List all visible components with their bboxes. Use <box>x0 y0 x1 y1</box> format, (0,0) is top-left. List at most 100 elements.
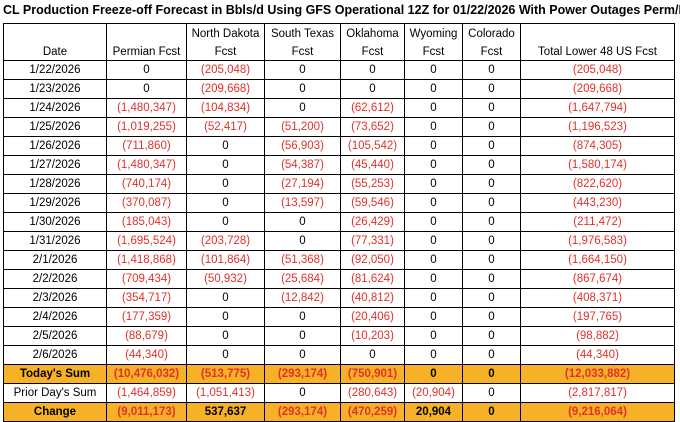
value-cell: 0 <box>404 79 463 99</box>
table-row: 2/4/2026 (177,359) 0 0 (20,406) 0 0 (197,765) <box>3 307 675 327</box>
value-cell: 0 <box>186 288 265 308</box>
value-cell: (1,019,255) <box>106 117 187 137</box>
value-cell: 0 <box>264 307 341 327</box>
page-title: CL Production Freeze-off Forecast in Bbl… <box>3 3 680 17</box>
summary-value-cell: 0 <box>462 364 521 384</box>
value-cell: (26,429) <box>340 212 405 232</box>
value-cell: 0 <box>404 231 463 251</box>
value-cell: (62,612) <box>340 98 405 118</box>
value-cell: (874,305) <box>520 136 675 156</box>
column-header-line2: Fcst <box>186 42 265 61</box>
value-cell: 0 <box>186 193 265 213</box>
table-row: 1/31/2026 (1,695,524) (203,728) 0 (77,331) 0 0… <box>3 231 675 251</box>
column-header-line2: Fcst <box>264 42 341 61</box>
column-header-line1 <box>520 23 675 42</box>
value-cell: (92,050) <box>340 250 405 270</box>
date-cell: 1/31/2026 <box>3 231 107 251</box>
summary-value-cell: 0 <box>462 402 521 422</box>
summary-value-cell: 20,904 <box>404 402 463 422</box>
summary-value-cell: (1,051,413) <box>186 383 265 403</box>
table-row: 1/22/2026 0 (205,048) 0 0 0 0 (205,048) <box>3 60 675 80</box>
date-cell: 1/28/2026 <box>3 174 107 194</box>
value-cell: 0 <box>106 79 187 99</box>
value-cell: (25,684) <box>264 269 341 289</box>
date-cell: 2/5/2026 <box>3 326 107 346</box>
table-row: 1/26/2026 (711,860) 0 (56,903) (105,542) 0 0 (8… <box>3 136 675 156</box>
summary-value-cell: (20,904) <box>404 383 463 403</box>
summary-value-cell: (293,174) <box>264 402 341 422</box>
value-cell: (197,765) <box>520 307 675 327</box>
column-header-line2: Fcst <box>462 42 521 61</box>
value-cell: (51,200) <box>264 117 341 137</box>
table-row: 1/27/2026 (1,480,347) 0 (54,387) (45,440) 0 0(… <box>3 155 675 175</box>
value-cell: 0 <box>404 250 463 270</box>
value-cell: 0 <box>404 174 463 194</box>
summary-value-cell: 0 <box>462 383 521 403</box>
date-cell: 1/27/2026 <box>3 155 107 175</box>
value-cell: 0 <box>264 345 341 365</box>
value-cell: 0 <box>340 60 405 80</box>
value-cell: 0 <box>462 307 521 327</box>
summary-value-cell: (513,775) <box>186 364 265 384</box>
summary-value-cell: (10,476,032) <box>106 364 187 384</box>
summary-value-cell: (470,259) <box>340 402 405 422</box>
value-cell: 0 <box>462 326 521 346</box>
date-cell: 1/22/2026 <box>3 60 107 80</box>
summary-label: Today's Sum <box>3 364 107 384</box>
value-cell: (211,472) <box>520 212 675 232</box>
value-cell: (822,620) <box>520 174 675 194</box>
value-cell: 0 <box>186 345 265 365</box>
value-cell: 0 <box>462 174 521 194</box>
value-cell: (1,480,347) <box>106 98 187 118</box>
value-cell: 0 <box>340 79 405 99</box>
value-cell: (1,418,868) <box>106 250 187 270</box>
value-cell: 0 <box>404 307 463 327</box>
table-row: 1/29/2026 (370,087) 0 (13,597) (59,546) 0 0 (44… <box>3 193 675 213</box>
prior-day-sum-row: Prior Day's Sum (1,464,859) (1,051,413) 0 (2… <box>3 383 675 403</box>
value-cell: (101,864) <box>186 250 265 270</box>
value-cell: (443,230) <box>520 193 675 213</box>
table-row: 2/6/2026 (44,340) 0 0 0 0 0 (44,340) <box>3 345 675 365</box>
value-cell: 0 <box>462 117 521 137</box>
value-cell: 0 <box>264 326 341 346</box>
value-cell: (711,860) <box>106 136 187 156</box>
value-cell: (12,842) <box>264 288 341 308</box>
summary-value-cell: (2,817,817) <box>520 383 675 403</box>
column-header-line1: Wyoming <box>404 23 463 42</box>
value-cell: 0 <box>186 174 265 194</box>
value-cell: 0 <box>186 136 265 156</box>
table-row: 2/2/2026 (709,434) (50,932) (25,684) (81,624… <box>3 269 675 289</box>
value-cell: (13,597) <box>264 193 341 213</box>
value-cell: (44,340) <box>106 345 187 365</box>
value-cell: (185,043) <box>106 212 187 232</box>
value-cell: (354,717) <box>106 288 187 308</box>
value-cell: 0 <box>404 193 463 213</box>
value-cell: (44,340) <box>520 345 675 365</box>
value-cell: 0 <box>404 60 463 80</box>
value-cell: 0 <box>462 250 521 270</box>
value-cell: 0 <box>264 212 341 232</box>
date-cell: 1/29/2026 <box>3 193 107 213</box>
table-row: 1/24/2026 (1,480,347) (104,834) 0 (62,612) 0 0… <box>3 98 675 118</box>
date-cell: 2/3/2026 <box>3 288 107 308</box>
value-cell: (10,203) <box>340 326 405 346</box>
column-header-line1: Colorado <box>462 23 521 42</box>
value-cell: 0 <box>462 269 521 289</box>
column-header-line2: Permian Fcst <box>106 42 187 61</box>
value-cell: (1,480,347) <box>106 155 187 175</box>
table-row: 1/25/2026 (1,019,255) (52,417) (51,200) (73,… <box>3 117 675 137</box>
value-cell: 0 <box>404 345 463 365</box>
value-cell: (205,048) <box>186 60 265 80</box>
value-cell: (45,440) <box>340 155 405 175</box>
summary-value-cell: 0 <box>264 383 341 403</box>
value-cell: (408,371) <box>520 288 675 308</box>
value-cell: 0 <box>462 155 521 175</box>
value-cell: 0 <box>186 307 265 327</box>
table-row: 2/5/2026 (88,679) 0 0 (10,203) 0 0 (98,882) <box>3 326 675 346</box>
column-header-line1 <box>106 23 187 42</box>
column-header-line1: South Texas <box>264 23 341 42</box>
summary-value-cell: (293,174) <box>264 364 341 384</box>
value-cell: (370,087) <box>106 193 187 213</box>
value-cell: 0 <box>340 345 405 365</box>
table-row: 1/28/2026 (740,174) 0 (27,194) (55,253) 0 0 (82… <box>3 174 675 194</box>
